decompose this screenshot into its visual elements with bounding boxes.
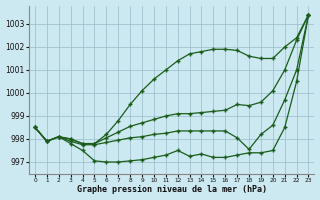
X-axis label: Graphe pression niveau de la mer (hPa): Graphe pression niveau de la mer (hPa) bbox=[77, 185, 267, 194]
